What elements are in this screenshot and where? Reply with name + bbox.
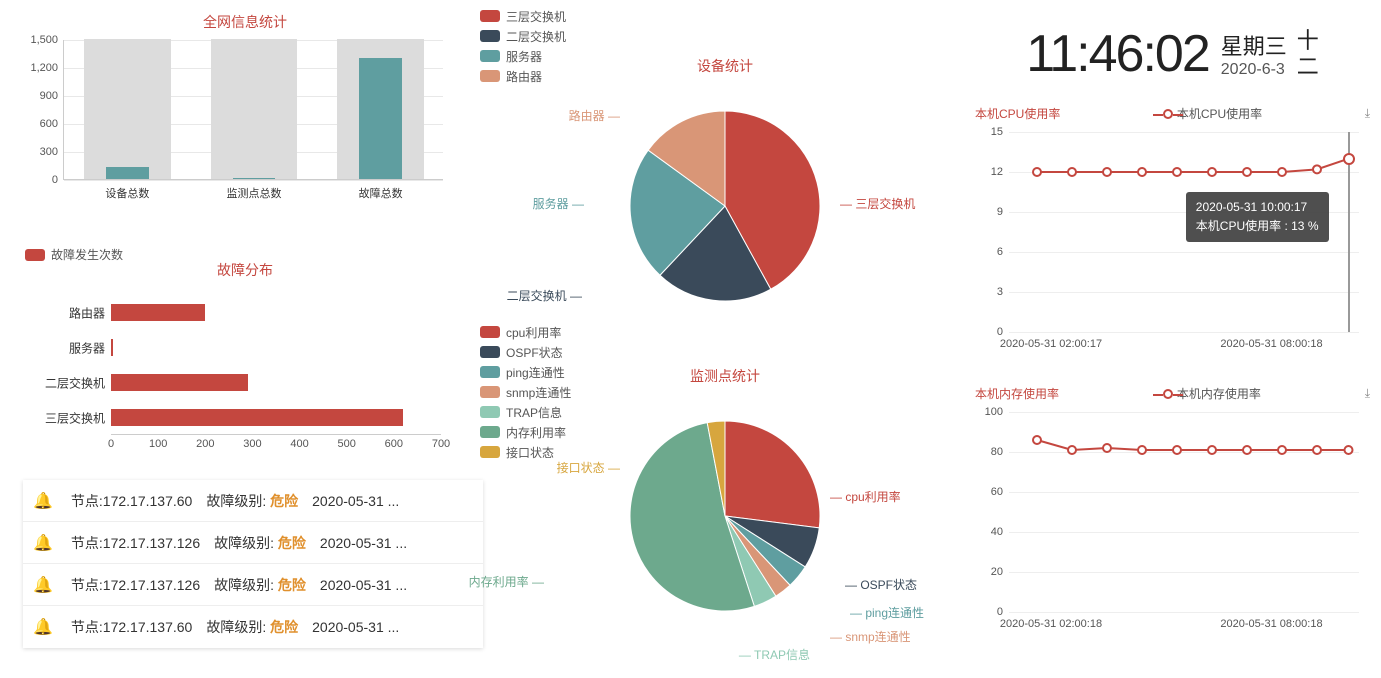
pie-slice-label: — OSPF状态	[845, 576, 917, 593]
alert-row[interactable]: 🔔节点:172.17.137.60故障级别: 危险2020-05-31 ...	[23, 480, 483, 522]
download-icon[interactable]: ⤓	[1365, 106, 1370, 121]
pie-slice-label: — cpu利用率	[830, 488, 901, 505]
pie-slice-label: — ping连通性	[850, 604, 924, 621]
pie-slice-label: 接口状态 —	[557, 459, 620, 476]
chart-title: 设备统计	[480, 56, 970, 76]
pie-slice-label: 路由器 —	[569, 107, 620, 124]
alert-list: 🔔节点:172.17.137.60故障级别: 危险2020-05-31 ...🔔…	[23, 480, 483, 648]
bell-icon: 🔔	[33, 575, 53, 595]
cpu-line-chart: 本机CPU使用率 本机CPU使用率 ⤓ 036912152020-05-31 0…	[975, 100, 1370, 370]
clock-time: 11:46:02	[1026, 24, 1209, 84]
chart-title: 全网信息统计	[15, 12, 475, 32]
pie-slice-label: — 三层交换机	[840, 195, 915, 212]
alert-row[interactable]: 🔔节点:172.17.137.126故障级别: 危险2020-05-31 ...	[23, 522, 483, 564]
memory-line-chart: 本机内存使用率 本机内存使用率 ⤓ 0204060801002020-05-31…	[975, 380, 1370, 650]
clock-widget: 11:46:02 星期三 2020-6-3 十二	[975, 15, 1370, 93]
clock-lunar: 十二	[1297, 28, 1319, 80]
monitor-pie-chart: 监测点统计 — cpu利用率 — OSPF状态 — ping连通性 — snmp连通性…	[480, 360, 970, 670]
bell-icon: 🔔	[33, 491, 53, 511]
alert-row[interactable]: 🔔节点:172.17.137.126故障级别: 危险2020-05-31 ...	[23, 564, 483, 606]
pie-slice-label: — TRAP信息	[739, 646, 810, 663]
alert-row[interactable]: 🔔节点:172.17.137.60故障级别: 危险2020-05-31 ...	[23, 606, 483, 648]
chart-title: 监测点统计	[480, 366, 970, 386]
pie-slice-label: 服务器 —	[533, 195, 584, 212]
legend-item[interactable]: 本机内存使用率	[1059, 385, 1365, 402]
bell-icon: 🔔	[33, 533, 53, 553]
pie-slice-label: 二层交换机 —	[507, 287, 582, 304]
clock-day: 星期三	[1221, 29, 1287, 61]
tooltip: 2020-05-31 10:00:17本机CPU使用率 : 13 %	[1186, 192, 1329, 242]
pie-slice-label: — snmp连通性	[830, 628, 911, 645]
download-icon[interactable]: ⤓	[1365, 386, 1370, 401]
legend-item[interactable]: 本机CPU使用率	[1060, 105, 1364, 122]
pie-slice-label: 内存利用率 —	[469, 573, 544, 590]
chart-title: 本机CPU使用率	[975, 105, 1060, 122]
fault-distribution-bar-chart: 故障发生次数 故障分布 路由器服务器二层交换机三层交换机010020030040…	[15, 240, 475, 460]
chart-title: 故障分布	[15, 260, 475, 280]
bell-icon: 🔔	[33, 617, 53, 637]
clock-date: 2020-6-3	[1221, 61, 1287, 79]
network-stats-bar-chart: 全网信息统计 03006009001,2001,500设备总数监测点总数故障总数	[15, 0, 475, 200]
device-pie-chart: 设备统计 — 三层交换机二层交换机 — 服务器 — 路由器 —	[480, 50, 970, 330]
chart-title: 本机内存使用率	[975, 385, 1059, 402]
